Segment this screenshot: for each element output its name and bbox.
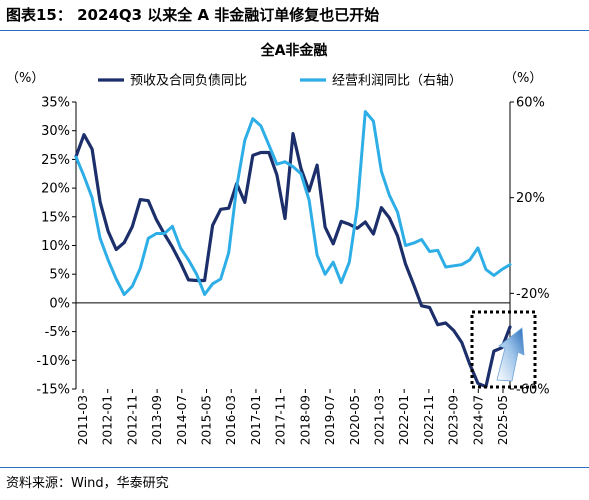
left-tick-label: 5% — [49, 268, 70, 283]
series-line-advance-receipts — [74, 132, 512, 389]
x-tick-label: 2024-07 — [471, 395, 485, 445]
right-tick-label: 60% — [516, 96, 545, 111]
x-tick-label: 2018-09 — [298, 395, 312, 445]
figure-title: 图表15： 2024Q3 以来全 A 非金融订单修复也已开始 — [6, 6, 380, 24]
x-tick-label: 2012-01 — [101, 395, 115, 445]
left-tick-label: -5% — [45, 325, 70, 340]
left-tick-label: -15% — [36, 383, 70, 398]
left-tick-label: 35% — [41, 96, 70, 111]
x-tick-label: 2020-05 — [348, 395, 362, 445]
x-tick-label: 2017-11 — [274, 395, 288, 445]
x-tick-label: 2022-01 — [397, 395, 411, 445]
x-tick-label: 2011-03 — [76, 395, 90, 445]
right-tick-label: -60% — [516, 383, 550, 398]
up-arrow-icon — [496, 327, 525, 382]
x-tick-label: 2013-09 — [150, 395, 164, 445]
left-tick-label: 0% — [49, 296, 70, 311]
source-note: 资料来源：Wind，华泰研究 — [6, 476, 169, 491]
x-tick-label: 2023-09 — [447, 395, 461, 445]
x-tick-label: 2021-03 — [372, 395, 386, 445]
left-tick-label: 20% — [41, 182, 70, 197]
left-tick-label: -10% — [36, 354, 70, 369]
right-tick-label: -20% — [516, 287, 550, 302]
title-rule — [0, 30, 589, 31]
highlight-box — [470, 310, 537, 389]
chart-title: 全A非金融 — [260, 42, 328, 59]
x-tick-label: 2019-07 — [323, 395, 337, 445]
bottom-rule — [0, 467, 589, 468]
x-tick-label: 2022-11 — [422, 395, 436, 445]
x-tick-label: 2025-05 — [496, 395, 510, 445]
x-tick-label: 2012-11 — [125, 395, 139, 445]
x-tick-label: 2017-01 — [249, 395, 263, 445]
legend-label: 经营利润同比（右轴） — [332, 74, 462, 89]
x-tick-label: 2015-05 — [200, 395, 214, 445]
x-tick-label: 2014-07 — [175, 395, 189, 445]
left-tick-label: 30% — [41, 124, 70, 139]
left-unit-label: （%） — [6, 71, 44, 86]
left-tick-label: 15% — [41, 210, 70, 225]
legend-label: 预收及合同负债同比 — [130, 74, 247, 89]
x-tick-label: 2016-03 — [224, 395, 238, 445]
right-tick-label: 20% — [516, 191, 545, 206]
series-line-operating-profit — [74, 110, 512, 296]
chart: 35% 30% 25% 20% 15% 10% 5% 0% -5% -10% -15% 60% 20% -… — [6, 42, 550, 445]
left-tick-label: 25% — [41, 153, 70, 168]
left-tick-label: 10% — [41, 239, 70, 254]
right-unit-label: （%） — [504, 71, 542, 86]
